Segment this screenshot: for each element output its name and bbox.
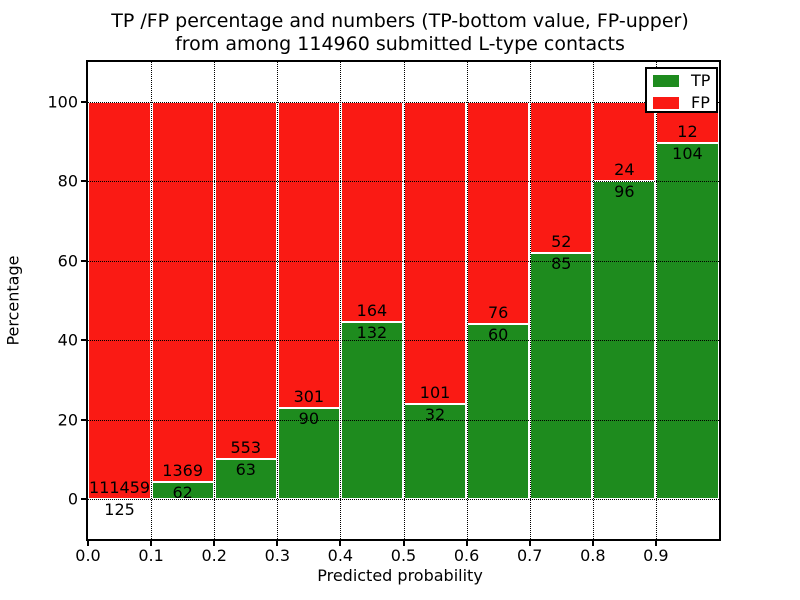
bar-segment-fp [277,101,341,408]
tp-count-label: 90 [298,408,320,428]
y-tick-label: 20 [57,410,78,430]
gridline-vertical [403,62,405,539]
gridline-horizontal [88,499,719,501]
tp-count-label: 85 [551,253,572,273]
fp-count-label: 553 [230,437,262,457]
fp-count-label: 24 [614,160,635,180]
legend-swatch-fp [653,97,679,109]
y-tick-label: 100 [47,92,78,112]
bar-segment-fp [466,101,530,324]
chart-title-line-1: TP /FP percentage and numbers (TP-bottom… [111,10,689,32]
fp-count-label: 111459 [89,477,151,497]
x-axis-tick [276,541,279,546]
x-tick-label: 0.0 [75,546,101,565]
x-tick-label: 0.5 [390,546,417,565]
fp-count-label: 164 [356,300,388,320]
x-axis-tick [87,541,89,546]
legend-row: FP [647,93,716,113]
gridline-horizontal [88,419,719,421]
plot-area: 111459 125 1369 62 553 63 301 90 164 132 101 32 76 60… [88,62,719,539]
gridline-horizontal [88,340,719,342]
gridline-horizontal [88,181,719,183]
y-tick-label: 0 [67,489,78,509]
legend-swatch-tp [653,75,679,87]
fp-count-label: 1369 [162,461,203,481]
bar-segment-tp [529,252,593,500]
bar-segment-fp [529,101,593,253]
x-axis-label: Predicted probability [317,566,483,585]
bar-segment-fp [214,101,278,459]
x-axis-tick [339,541,342,546]
x-tick-label: 0.2 [201,546,227,565]
bar-segment-tp [466,323,530,500]
x-tick-label: 0.3 [264,546,291,565]
x-axis-tick [150,541,153,546]
x-tick-label: 0.6 [453,546,480,565]
x-axis-tick [654,541,657,546]
tp-count-label: 104 [672,143,703,163]
tp-count-label: 32 [424,404,446,424]
gridline-vertical [529,62,531,539]
legend-label-tp: TP [691,71,711,90]
y-axis-tick [81,180,86,183]
bar-segment-fp [151,101,215,483]
gridline-horizontal [88,101,719,103]
x-axis-tick [402,541,405,546]
fp-count-label: 76 [487,302,509,322]
gridline-vertical [466,62,468,539]
bar-segment-fp [88,101,152,499]
fp-count-label: 101 [419,382,451,402]
bar-segment-fp [340,101,404,322]
gridline-vertical [151,62,153,539]
gridline-vertical [340,62,342,539]
y-tick-label: 60 [57,251,78,271]
y-axis-label: Percentage [3,255,23,346]
y-axis-tick [81,259,86,262]
chart-title-line-2: from among 114960 submitted L-type conta… [175,33,625,55]
tp-count-label: 62 [172,483,193,503]
y-axis-tick [81,498,86,501]
x-axis-tick [528,541,531,546]
x-tick-label: 0.1 [138,546,164,565]
x-tick-label: 0.4 [327,546,354,565]
y-tick-label: 40 [57,330,78,350]
x-axis-tick [213,541,216,546]
y-axis-tick [81,339,86,342]
y-axis-tick [81,418,86,421]
legend-row: TP [647,71,716,91]
x-axis-tick [465,541,468,546]
gridline-vertical [214,62,216,539]
x-tick-label: 0.8 [580,546,606,565]
legend: TP FP [645,67,718,113]
bar-segment-tp [340,321,404,500]
gridline-vertical [655,62,657,539]
bar-segment-fp [403,101,467,404]
tp-count-label: 60 [487,324,509,344]
x-tick-label: 0.9 [643,546,669,565]
bar-segment-tp [655,142,719,500]
legend-label-fp: FP [691,93,710,112]
gridline-vertical [277,62,279,539]
tp-count-label: 96 [614,182,635,202]
y-tick-label: 80 [57,171,78,191]
tp-count-label: 63 [235,459,256,479]
fp-count-label: 12 [677,121,698,141]
gridline-vertical [592,62,594,539]
y-axis-tick [81,100,86,103]
tp-count-label: 125 [104,499,135,519]
fp-count-label: 52 [551,231,572,251]
fp-count-label: 301 [293,386,325,406]
gridline-horizontal [88,260,719,262]
x-tick-label: 0.7 [516,546,543,565]
tp-count-label: 132 [356,322,388,342]
x-axis-tick [591,541,594,546]
